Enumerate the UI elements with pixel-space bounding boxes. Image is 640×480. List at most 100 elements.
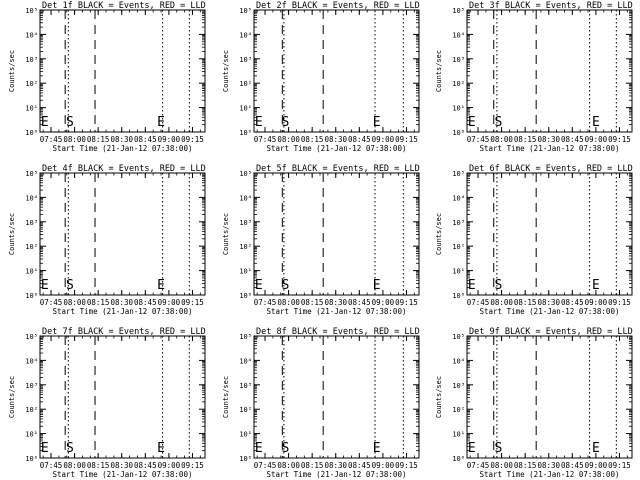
y-axis-label: Counts/sec [222, 213, 230, 255]
x-axis-label: Start Time (21-Jan-12 07:38:00) [267, 470, 407, 479]
x-tick-label: 09:15 [608, 298, 631, 307]
plot-title: Det 8f BLACK = Events, RED = LLD [256, 327, 420, 337]
x-tick-label: 08:00 [277, 298, 300, 307]
x-tick-label: 08:15 [87, 461, 110, 470]
start-marker: S [282, 278, 290, 293]
x-tick-label: 07:45 [467, 135, 490, 144]
end-marker: E [41, 115, 49, 130]
x-tick-label: 07:45 [40, 461, 63, 470]
x-tick-label: 08:30 [110, 135, 133, 144]
x-tick-label: 07:45 [254, 461, 277, 470]
x-tick-label: 08:45 [561, 461, 584, 470]
x-tick-label: 09:00 [585, 461, 608, 470]
detector-plot-9: Det 9f BLACK = Events, RED = LLD 10⁰ 10¹ 10… [435, 327, 633, 479]
end-marker: E [255, 441, 263, 456]
plot-title: Det 3f BLACK = Events, RED = LLD [469, 1, 633, 11]
x-tick-label: 08:15 [301, 298, 324, 307]
y-tick-label: 10⁵ [452, 7, 465, 15]
y-tick-label: 10² [239, 243, 252, 251]
x-tick-label: 08:45 [561, 298, 584, 307]
y-tick-label: 10³ [25, 56, 38, 64]
x-tick-label: 09:00 [372, 461, 395, 470]
y-tick-label: 10³ [452, 219, 465, 227]
x-tick-label: 09:15 [608, 135, 631, 144]
y-tick-label: 10¹ [25, 105, 38, 113]
x-tick-label: 08:45 [348, 298, 371, 307]
plot-frame [466, 335, 633, 459]
y-tick-label: 10³ [239, 219, 252, 227]
x-tick-label: 08:00 [277, 135, 300, 144]
end-marker: E [373, 278, 381, 293]
end-marker: E [592, 278, 600, 293]
y-tick-label: 10¹ [239, 431, 252, 439]
x-tick-label: 08:15 [514, 298, 537, 307]
x-tick-label: 08:00 [63, 461, 86, 470]
x-tick-label: 09:00 [158, 135, 181, 144]
end-marker: E [468, 278, 476, 293]
x-tick-label: 07:45 [467, 461, 490, 470]
start-marker: S [282, 441, 290, 456]
y-tick-label: 10¹ [452, 268, 465, 276]
x-axis-label: Start Time (21-Jan-12 07:38:00) [53, 470, 193, 479]
end-marker: E [592, 115, 600, 130]
detector-plot-5: Det 5f BLACK = Events, RED = LLD 10⁰ 10¹ 10… [222, 164, 420, 316]
y-tick-label: 10⁵ [239, 333, 252, 341]
x-tick-label: 08:30 [324, 135, 347, 144]
y-tick-label: 10⁴ [239, 31, 252, 39]
x-tick-label: 08:15 [301, 135, 324, 144]
end-marker: E [41, 441, 49, 456]
x-tick-label: 07:45 [40, 135, 63, 144]
end-marker: E [157, 441, 165, 456]
plot-frame [466, 172, 633, 296]
plot-title: Det 6f BLACK = Events, RED = LLD [469, 164, 633, 174]
x-tick-label: 08:15 [87, 135, 110, 144]
detector-plot-7: Det 7f BLACK = Events, RED = LLD 10⁰ 10¹ 10… [8, 327, 206, 479]
x-tick-label: 08:30 [324, 298, 347, 307]
x-tick-label: 08:00 [63, 298, 86, 307]
x-tick-label: 08:00 [277, 461, 300, 470]
x-tick-label: 07:45 [40, 298, 63, 307]
x-tick-label: 09:15 [608, 461, 631, 470]
plot-frame [253, 335, 420, 459]
plot-title: Det 2f BLACK = Events, RED = LLD [256, 1, 420, 11]
y-tick-label: 10⁵ [239, 170, 252, 178]
y-tick-label: 10⁵ [25, 333, 38, 341]
plot-frame [253, 172, 420, 296]
x-tick-label: 08:00 [490, 135, 513, 144]
detector-plot-1: Det 1f BLACK = Events, RED = LLD 10⁰ 10¹ 10… [8, 1, 206, 153]
plot-title: Det 4f BLACK = Events, RED = LLD [42, 164, 206, 174]
start-marker: S [66, 115, 74, 130]
y-tick-label: 10⁰ [239, 455, 252, 463]
y-axis-label: Counts/sec [8, 50, 16, 92]
y-tick-label: 10³ [25, 382, 38, 390]
x-tick-label: 08:15 [301, 461, 324, 470]
x-tick-label: 09:15 [181, 135, 204, 144]
y-tick-label: 10³ [452, 382, 465, 390]
x-tick-label: 08:00 [490, 461, 513, 470]
y-tick-label: 10⁴ [452, 31, 465, 39]
y-tick-label: 10³ [25, 219, 38, 227]
y-axis-label: Counts/sec [435, 213, 443, 255]
y-tick-label: 10⁵ [25, 7, 38, 15]
x-tick-label: 09:00 [585, 135, 608, 144]
start-marker: S [495, 278, 503, 293]
y-tick-label: 10⁰ [25, 455, 38, 463]
y-axis-label: Counts/sec [222, 376, 230, 418]
y-axis-label: Counts/sec [435, 50, 443, 92]
y-tick-label: 10¹ [452, 105, 465, 113]
y-tick-label: 10⁰ [452, 129, 465, 137]
end-marker: E [157, 115, 165, 130]
x-axis-label: Start Time (21-Jan-12 07:38:00) [267, 144, 407, 153]
y-tick-label: 10⁵ [452, 333, 465, 341]
x-tick-label: 07:45 [467, 298, 490, 307]
y-tick-label: 10⁰ [239, 129, 252, 137]
plot-frame [39, 335, 206, 459]
x-tick-label: 08:15 [514, 461, 537, 470]
start-marker: S [66, 278, 74, 293]
x-tick-label: 08:15 [87, 298, 110, 307]
y-tick-label: 10² [452, 406, 465, 414]
y-tick-label: 10⁰ [239, 292, 252, 300]
y-tick-label: 10² [452, 80, 465, 88]
x-tick-label: 09:00 [372, 298, 395, 307]
x-tick-label: 08:00 [490, 298, 513, 307]
